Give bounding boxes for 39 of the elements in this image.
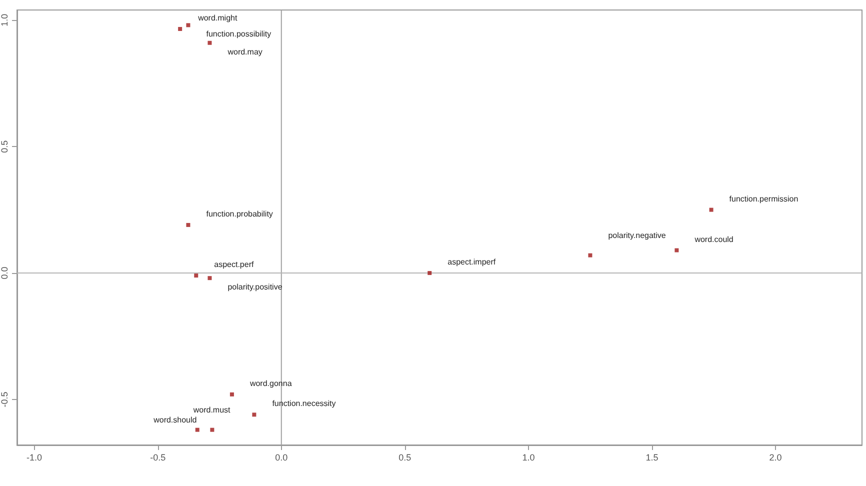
x-tick-label: 0.5 xyxy=(398,452,412,462)
annotation: polarity.negative xyxy=(608,230,666,240)
annotation: word.gonna xyxy=(248,378,292,388)
annotation: aspect.imperf xyxy=(448,258,496,267)
point xyxy=(186,23,190,28)
point xyxy=(208,40,212,45)
annotation: word.should xyxy=(152,415,197,424)
point xyxy=(252,412,256,417)
annotation: word.must xyxy=(192,405,232,414)
x-tick-label: 0.0 xyxy=(275,452,288,462)
annotation: function.permission xyxy=(729,194,798,204)
point xyxy=(194,274,198,278)
annotation: word.could xyxy=(694,234,734,244)
x-tick-label: -1.0 xyxy=(26,452,42,462)
annotation: polarity.positive xyxy=(228,282,283,292)
annotation: aspect.perf xyxy=(214,260,254,270)
annotation: word.might xyxy=(197,13,238,22)
point xyxy=(195,428,200,432)
annotation: function.necessity xyxy=(272,399,336,408)
y-tick-label: 0.0 xyxy=(0,266,10,280)
y-tick-label: -0.5 xyxy=(0,392,10,408)
point xyxy=(588,253,592,258)
point xyxy=(186,222,190,227)
x-tick-label: -0.5 xyxy=(150,452,166,462)
point xyxy=(178,26,182,31)
point xyxy=(674,248,679,252)
annotation: word.may xyxy=(226,47,262,56)
point xyxy=(210,428,214,432)
y-tick-label: 1.0 xyxy=(0,14,10,26)
annotation: function.probability xyxy=(206,209,273,218)
x-tick-label: 2.0 xyxy=(769,452,782,462)
point xyxy=(709,208,714,212)
annotation: function.possibility xyxy=(206,30,272,39)
point xyxy=(208,276,212,280)
x-tick-label: 1.0 xyxy=(522,452,535,462)
y-tick-label: 0.5 xyxy=(0,140,10,153)
point xyxy=(230,392,234,396)
point xyxy=(428,271,432,276)
x-tick-label: 1.5 xyxy=(646,452,658,462)
